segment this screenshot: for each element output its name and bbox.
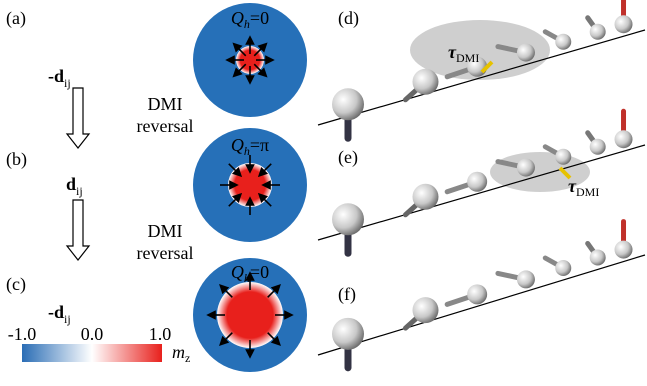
tspan: z [185,351,190,365]
spin-sphere [555,149,571,165]
spin-sphere [615,241,633,259]
dmi-vector: dij [66,174,83,198]
charge-label: Qh=0 [231,262,269,285]
spin-sphere [555,34,571,50]
tspan: =0 [250,8,269,28]
tspan: DMI [456,51,479,65]
tspan: ij [64,76,71,90]
dmi-vector: -dij [48,66,71,90]
tspan: Q [231,262,244,282]
dmi-vector: -dij [48,302,71,326]
reversal-label: DMI [148,94,183,114]
spin-sphere [615,15,633,33]
tspan: DMI [576,185,599,199]
charge-label: Qh=π [231,135,269,158]
spin-sphere [590,249,606,265]
colorbar-gradient [22,344,162,362]
spin-chains [318,0,645,368]
reversal-label: reversal [137,243,194,263]
reversal-arrow [67,200,89,260]
spin-sphere [467,172,487,192]
tspan: d [66,174,76,194]
colorbar-tick: -1.0 [8,324,37,344]
tspan: =0 [250,262,269,282]
tspan: m [172,342,185,362]
spin-sphere [412,69,438,95]
spin-sphere [517,159,535,177]
left-panel-a: (a) -dij [6,8,71,90]
spin-sphere [332,318,364,350]
tspan: -d [48,66,64,86]
spin-sphere [517,44,535,62]
colorbar-label: mz [172,342,190,365]
tspan: Q [231,8,244,28]
spin-sphere [332,203,364,235]
skyrmion-disks [193,3,307,372]
spin-sphere [467,284,487,304]
spin-sphere [412,297,438,323]
tspan: =π [250,135,269,155]
reversal-label: DMI [148,221,183,241]
reversal-arrow [67,88,89,148]
spin-sphere [590,24,606,40]
spin-sphere [615,130,633,148]
spin-sphere [517,270,535,288]
spin-sphere [555,260,571,276]
left-panel-c: (c) -dij [6,274,71,326]
spin-sphere [332,88,364,120]
panel-label: (d) [338,8,359,29]
reversal-label: reversal [137,116,194,136]
panel-label: (c) [6,274,26,295]
chain-axis [318,255,645,355]
left-panel-b: (b) dij [6,149,83,198]
spin-sphere [412,184,438,210]
panel-label: (b) [6,149,27,170]
tspan: ij [76,184,83,198]
tspan: ij [64,312,71,326]
colorbar: -1.0 0.0 1.0 mz [8,324,191,365]
colorbar-tick: 1.0 [149,324,172,344]
tspan: -d [48,302,64,322]
figure: (a) -dij (b) dij (c) -dij DMI reversal D… [0,0,647,386]
spin-sphere [590,139,606,155]
panel-label: (a) [6,8,26,29]
panel-label: (e) [338,147,358,168]
colorbar-tick: 0.0 [81,324,104,344]
panel-label: (f) [338,284,356,305]
charge-label: Qh=0 [231,8,269,31]
tspan: Q [231,135,244,155]
